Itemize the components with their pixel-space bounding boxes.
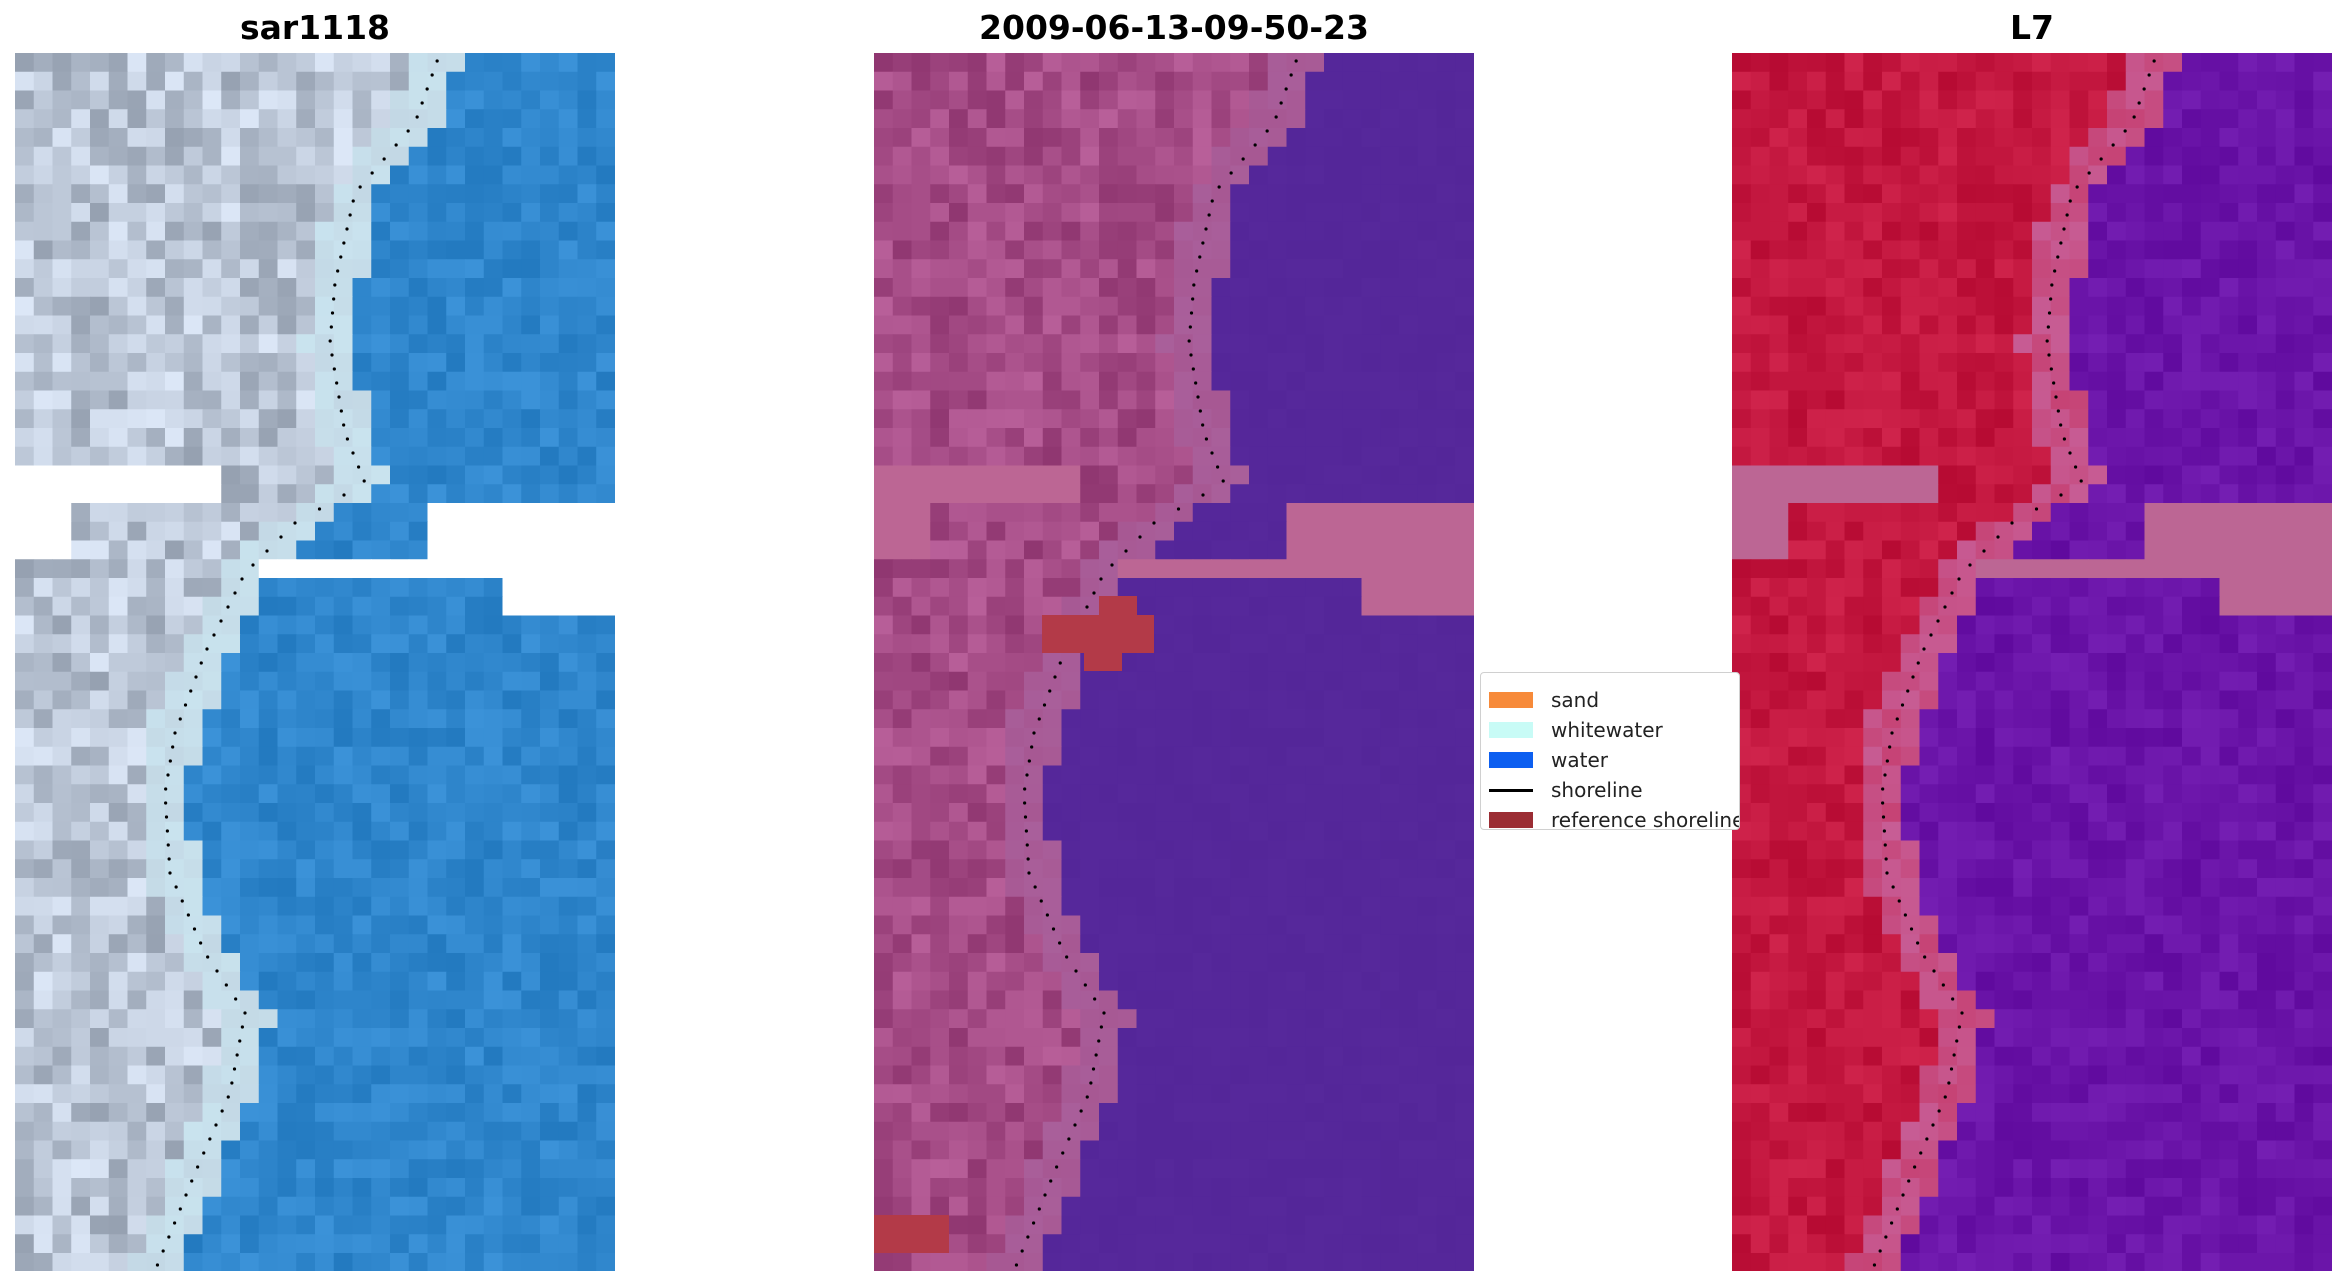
water-swatch <box>1489 752 1533 768</box>
index-image <box>1732 53 2332 1271</box>
legend-label-whitewater: whitewater <box>1551 718 1663 742</box>
whitewater-swatch <box>1489 722 1533 738</box>
index-image-panel <box>1732 53 2332 1271</box>
rgb-image-panel <box>15 53 615 1271</box>
classified-image-panel <box>874 53 1474 1271</box>
sand-swatch <box>1489 692 1533 708</box>
legend-item-water: water <box>1489 747 1608 773</box>
classified-image <box>874 53 1474 1271</box>
panel-title-index: L7 <box>2010 8 2054 47</box>
legend-item-shoreline: shoreline <box>1489 777 1643 803</box>
legend-label-water: water <box>1551 748 1608 772</box>
rgb-image <box>15 53 615 1271</box>
legend-label-reference-shoreline: reference shoreline <box>1551 808 1740 830</box>
legend-item-whitewater: whitewater <box>1489 717 1663 743</box>
panel-title-classified: 2009-06-13-09-50-23 <box>979 8 1369 47</box>
shoreline-line-icon <box>1489 788 1533 792</box>
legend-item-sand: sand <box>1489 687 1599 713</box>
legend: sand whitewater water shoreline referenc… <box>1480 672 1740 830</box>
legend-label-shoreline: shoreline <box>1551 778 1643 802</box>
legend-item-reference-shoreline: reference shoreline <box>1489 807 1740 830</box>
panel-title-rgb: sar1118 <box>239 8 391 47</box>
legend-label-sand: sand <box>1551 688 1600 712</box>
reference-shoreline-swatch <box>1489 812 1533 828</box>
